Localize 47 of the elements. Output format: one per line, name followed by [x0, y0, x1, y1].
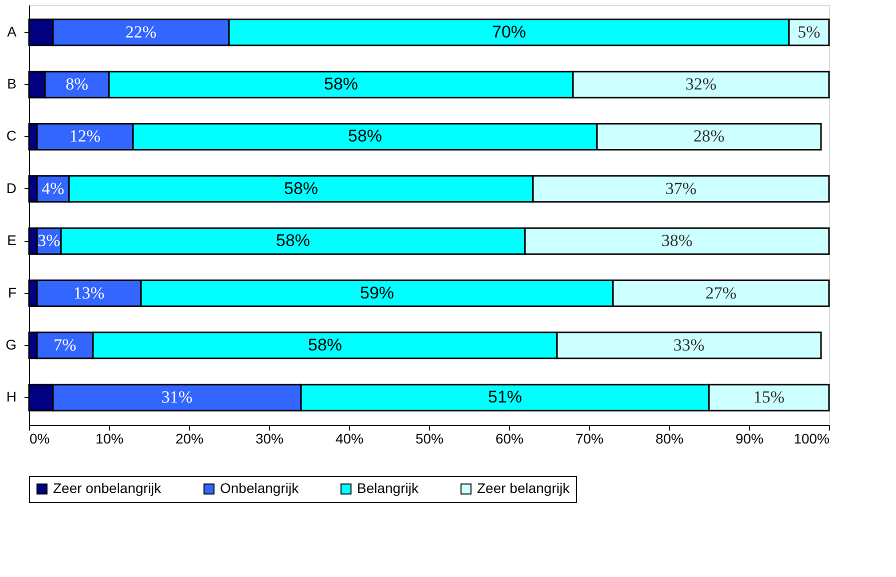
y-tick-label: H	[6, 388, 16, 405]
x-tick-label: 70%	[575, 430, 604, 446]
data-label: 27%	[705, 283, 737, 302]
data-label: 4%	[42, 178, 64, 198]
x-tick-label: 30%	[255, 430, 284, 446]
data-label: 38%	[661, 231, 693, 250]
data-label: 22%	[125, 22, 157, 42]
y-tick-label: D	[6, 180, 16, 196]
y-tick-label: C	[6, 128, 16, 144]
data-label: 31%	[161, 388, 193, 407]
legend-label: Onbelangrijk	[220, 480, 300, 496]
y-tick-label: E	[7, 232, 16, 248]
x-tick-label: 90%	[735, 430, 764, 446]
data-label: 28%	[693, 126, 725, 146]
x-tick-label: 40%	[335, 430, 364, 446]
data-label: 7%	[54, 335, 76, 354]
data-label: 8%	[66, 74, 88, 94]
x-tick-label: 100%	[794, 430, 830, 446]
y-tick-label: B	[7, 76, 16, 92]
y-tick-label: A	[7, 23, 18, 40]
x-tick-label: 50%	[415, 430, 444, 446]
data-label: 59%	[360, 283, 394, 302]
y-tick-label: G	[6, 336, 16, 352]
x-tick-label: 20%	[175, 430, 204, 446]
data-label: 33%	[673, 335, 705, 354]
data-label: 58%	[284, 178, 318, 198]
x-tick-label: 10%	[95, 430, 124, 446]
data-label: 15%	[753, 388, 785, 407]
data-label: 51%	[488, 388, 522, 407]
data-label: 13%	[73, 283, 105, 302]
x-tick-label: 60%	[495, 430, 524, 446]
data-label: 5%	[798, 22, 820, 42]
data-label: 58%	[348, 126, 382, 146]
data-label: 70%	[492, 22, 526, 42]
data-label: 3%	[38, 231, 60, 250]
data-label: 58%	[276, 231, 310, 250]
legend-label: Zeer onbelangrijk	[53, 480, 162, 496]
data-label: 32%	[685, 74, 717, 94]
x-tick-label: 0%	[30, 430, 50, 446]
legend-label: Belangrijk	[357, 480, 420, 496]
y-tick-label: F	[8, 284, 16, 300]
data-label: 58%	[308, 335, 342, 354]
data-label: 58%	[324, 74, 358, 94]
data-label: 37%	[665, 178, 697, 198]
legend-label: Zeer belangrijk	[477, 480, 571, 496]
x-tick-label: 80%	[655, 430, 684, 446]
data-label: 12%	[69, 126, 101, 146]
